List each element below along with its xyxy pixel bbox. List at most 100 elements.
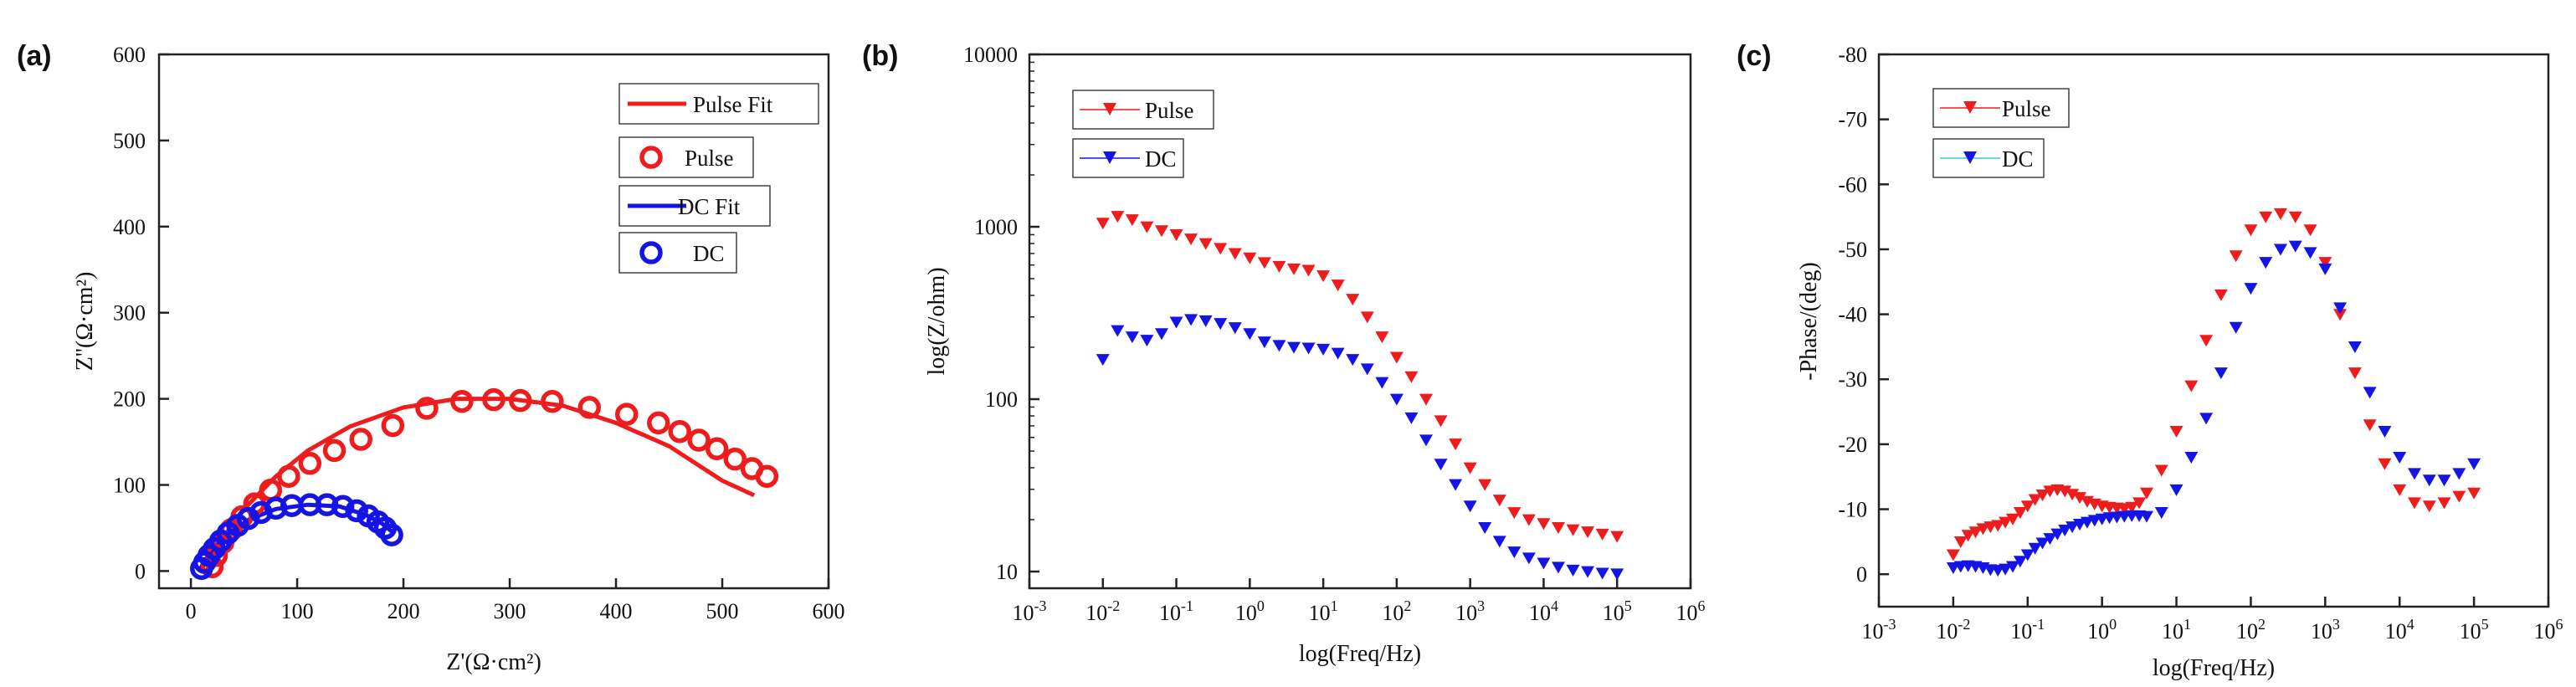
y-tick-label: -50 bbox=[1838, 238, 1867, 262]
data-point bbox=[1214, 243, 1228, 255]
data-point bbox=[2452, 468, 2466, 480]
data-point bbox=[2125, 501, 2139, 514]
data-point bbox=[1419, 434, 1433, 447]
data-point bbox=[2214, 367, 2228, 380]
data-point bbox=[541, 389, 564, 413]
data-point bbox=[450, 389, 474, 413]
data-point bbox=[2006, 561, 2019, 573]
y-tick-label: 400 bbox=[113, 215, 146, 239]
x-tick-label: 10-2 bbox=[1936, 616, 1970, 643]
y-tick-label: 0 bbox=[135, 559, 146, 583]
data-point bbox=[1257, 257, 1271, 269]
legend-label: DC bbox=[2002, 146, 2034, 172]
legend-box bbox=[618, 232, 737, 274]
data-point bbox=[1389, 393, 1403, 406]
data-point bbox=[1228, 248, 1242, 260]
data-point bbox=[2050, 528, 2065, 541]
panel-a-x-axis-title: Z'(Ω·cm²) bbox=[446, 649, 541, 675]
data-point bbox=[2199, 413, 2214, 425]
x-tick-label: 400 bbox=[600, 599, 633, 623]
x-tick-label: 0 bbox=[186, 599, 197, 623]
data-point bbox=[1198, 315, 1213, 327]
data-point bbox=[2073, 492, 2086, 505]
x-tick-label: 10-3 bbox=[1013, 597, 1047, 625]
data-point bbox=[2073, 518, 2086, 531]
data-point bbox=[1375, 331, 1389, 344]
data-point bbox=[1507, 546, 1521, 559]
data-point bbox=[1404, 371, 1419, 383]
data-point bbox=[298, 452, 322, 475]
y-tick-label: 1000 bbox=[974, 215, 1018, 239]
data-point bbox=[2348, 367, 2362, 380]
legend-label: DC Fit bbox=[678, 194, 741, 219]
data-point bbox=[2378, 425, 2392, 438]
data-point bbox=[1478, 522, 1492, 535]
data-point bbox=[1976, 523, 1990, 536]
data-point bbox=[1096, 218, 1110, 230]
data-point bbox=[2393, 452, 2407, 464]
legend-label: Pulse bbox=[685, 146, 734, 171]
data-point bbox=[1537, 557, 1551, 570]
x-tick-label: 104 bbox=[1529, 597, 1558, 625]
data-point bbox=[2013, 556, 2027, 568]
data-point bbox=[2437, 497, 2451, 510]
x-tick-label: 102 bbox=[2236, 616, 2266, 643]
data-point bbox=[2020, 500, 2035, 513]
panel-c-label: (c) bbox=[1737, 40, 1772, 72]
data-point bbox=[2303, 224, 2317, 237]
data-point bbox=[1552, 522, 1565, 535]
data-point bbox=[1537, 518, 1551, 531]
data-point bbox=[2006, 513, 2019, 526]
data-point bbox=[1228, 322, 1242, 335]
data-point bbox=[331, 495, 355, 518]
data-point bbox=[1169, 229, 1183, 242]
x-tick-label: 10-3 bbox=[1862, 616, 1896, 643]
legend-marker-swatch bbox=[1963, 101, 1977, 114]
data-point bbox=[2244, 283, 2258, 295]
data-point bbox=[2214, 289, 2228, 301]
x-tick-label: 106 bbox=[2534, 616, 2563, 643]
data-point bbox=[1096, 354, 1110, 367]
data-point bbox=[2393, 484, 2407, 496]
data-point bbox=[2303, 247, 2317, 259]
data-point bbox=[705, 437, 729, 461]
y-tick-label: -40 bbox=[1838, 303, 1867, 327]
panel-a-label: (a) bbox=[17, 40, 52, 72]
panel-a-y-axis-title: Z''(Ω·cm²) bbox=[72, 272, 98, 372]
data-point bbox=[1991, 520, 2005, 532]
y-tick-label: 0 bbox=[1856, 562, 1867, 587]
data-point bbox=[1111, 325, 1125, 337]
data-point bbox=[1492, 536, 1506, 548]
data-point bbox=[723, 447, 747, 471]
panel-b-chart: (b) 10-3 10-2 10-1 100 101 102 103 104 105 106 10 1… bbox=[862, 40, 1706, 667]
data-point bbox=[2154, 464, 2168, 477]
data-point bbox=[1566, 524, 1580, 536]
data-point bbox=[1257, 336, 1271, 349]
data-point bbox=[2333, 309, 2348, 321]
data-point bbox=[1272, 260, 1286, 273]
legend-label: DC bbox=[1145, 146, 1177, 172]
data-point bbox=[2229, 250, 2243, 263]
data-point bbox=[2132, 497, 2147, 510]
data-point bbox=[2378, 458, 2392, 470]
x-tick-label: 600 bbox=[813, 599, 845, 623]
data-point bbox=[1214, 318, 1228, 331]
data-point bbox=[2452, 490, 2466, 503]
data-point bbox=[2184, 380, 2199, 392]
data-point bbox=[1434, 415, 1448, 428]
panel-a-frame bbox=[157, 53, 830, 590]
data-point bbox=[1521, 552, 1536, 565]
data-point bbox=[1581, 526, 1595, 539]
data-point bbox=[2408, 468, 2421, 480]
data-point bbox=[1155, 328, 1168, 341]
data-point bbox=[322, 438, 346, 463]
y-tick-label: 10 bbox=[996, 560, 1018, 584]
data-point bbox=[2035, 537, 2050, 550]
data-point bbox=[1521, 514, 1536, 526]
data-point bbox=[1301, 342, 1316, 355]
data-point bbox=[345, 499, 368, 523]
data-point bbox=[1331, 279, 1345, 292]
y-tick-label: -30 bbox=[1838, 367, 1867, 392]
data-point bbox=[1287, 341, 1301, 354]
panel-b-label: (b) bbox=[862, 40, 898, 72]
